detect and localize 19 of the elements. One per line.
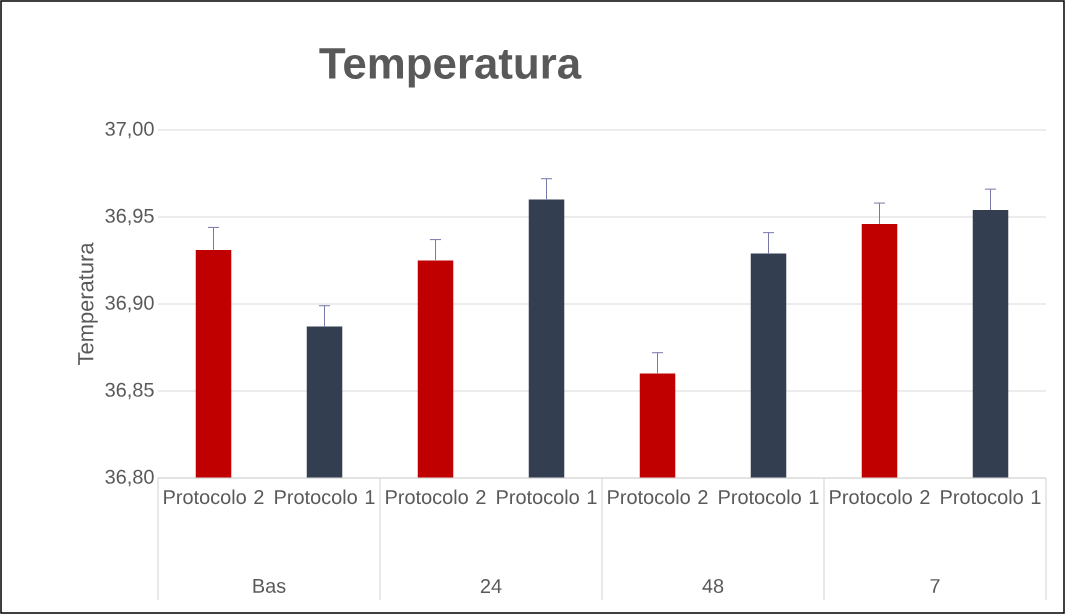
x-tick-label: Protocolo 1 [719, 489, 819, 505]
text: 48 [702, 578, 724, 594]
x-tick-label: Protocolo 2 [386, 489, 486, 505]
y-tick-label: 36,95 [105, 208, 154, 226]
text: 24 [480, 579, 502, 593]
x-tick-label: Protocolo 2 [830, 489, 930, 505]
y-tick-label: 36,85 [105, 382, 154, 400]
x-tick-label: Protocolo 1 [941, 489, 1041, 505]
text: 7 [930, 579, 940, 593]
x-tick-label: Protocolo 2 [164, 489, 264, 505]
x-tick-label: Protocolo 2 [608, 489, 708, 505]
text: Bas [253, 579, 286, 593]
y-tick-label: 36,80 [105, 469, 154, 487]
y-tick-label: 36,90 [105, 295, 154, 313]
x-tick-label: Protocolo 1 [275, 489, 375, 505]
y-tick-label: 37,00 [105, 121, 154, 139]
x-tick-label: Protocolo 1 [497, 489, 597, 505]
y-axis-title: Temperatura [78, 242, 98, 366]
chart-title: Temperatura [319, 48, 582, 88]
